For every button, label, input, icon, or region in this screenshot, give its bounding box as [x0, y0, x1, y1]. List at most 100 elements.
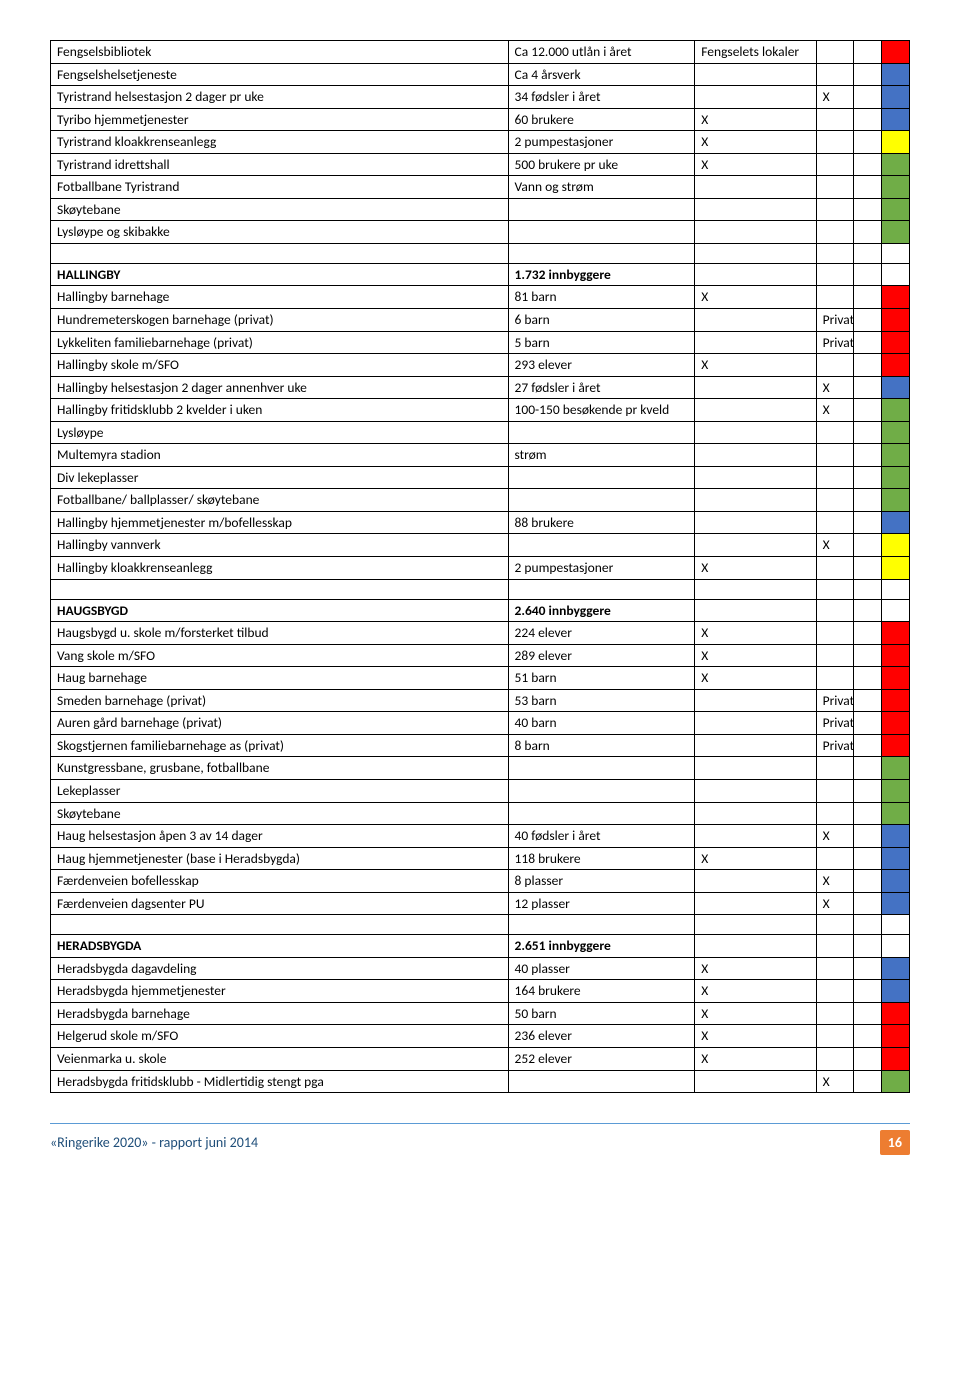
cell-name: Heradsbygda barnehage	[51, 1002, 509, 1025]
cell-name: Div lekeplasser	[51, 466, 509, 489]
cell-extra	[695, 599, 816, 622]
cell-color-1	[853, 198, 881, 221]
cell-color-1	[853, 667, 881, 690]
table-row: Tyristrand idrettshall500 brukere pr uke…	[51, 153, 910, 176]
cell-extra	[695, 825, 816, 848]
cell-color-2	[881, 870, 909, 893]
cell-extra	[695, 176, 816, 199]
cell-color-2	[881, 511, 909, 534]
cell-color-1	[853, 599, 881, 622]
cell-color-1	[853, 63, 881, 86]
cell-x	[816, 980, 853, 1003]
cell-color-2	[881, 757, 909, 780]
cell-x	[816, 221, 853, 244]
cell-value	[508, 757, 695, 780]
table-row: Multemyra stadionstrøm	[51, 444, 910, 467]
table-row: Kunstgressbane, grusbane, fotballbane	[51, 757, 910, 780]
cell-x: Privat	[816, 689, 853, 712]
cell-extra	[695, 712, 816, 735]
cell-x	[816, 153, 853, 176]
cell-x	[816, 198, 853, 221]
cell-name: Fengselsbibliotek	[51, 41, 509, 64]
cell-x: Privat	[816, 331, 853, 354]
cell-color-2	[881, 825, 909, 848]
cell-name: Haug helsestasjon åpen 3 av 14 dager	[51, 825, 509, 848]
cell-color-2	[881, 689, 909, 712]
cell-color-2	[881, 153, 909, 176]
cell-name	[51, 915, 509, 935]
cell-color-2	[881, 286, 909, 309]
cell-color-2	[881, 354, 909, 377]
cell-x: X	[816, 399, 853, 422]
cell-color-1	[853, 399, 881, 422]
cell-value: Ca 4 årsverk	[508, 63, 695, 86]
cell-value: 60 brukere	[508, 108, 695, 131]
table-row: Heradsbygda fritidsklubb - Midlertidig s…	[51, 1070, 910, 1093]
cell-color-2	[881, 1070, 909, 1093]
cell-value	[508, 489, 695, 512]
cell-color-1	[853, 511, 881, 534]
cell-x	[816, 1025, 853, 1048]
cell-color-1	[853, 892, 881, 915]
cell-x	[816, 667, 853, 690]
cell-color-2	[881, 980, 909, 1003]
cell-extra	[695, 802, 816, 825]
cell-color-2	[881, 1047, 909, 1070]
cell-name: Vang skole m/SFO	[51, 644, 509, 667]
table-row: FengselshelsetjenesteCa 4 årsverk	[51, 63, 910, 86]
cell-color-2	[881, 263, 909, 286]
table-row: Fotballbane/ ballplasser/ skøytebane	[51, 489, 910, 512]
footer-title: «Ringerike 2020» - rapport juni 2014	[50, 1134, 258, 1151]
cell-color-2	[881, 557, 909, 580]
cell-extra	[695, 421, 816, 444]
cell-value: 8 barn	[508, 734, 695, 757]
cell-color-1	[853, 644, 881, 667]
cell-name: Veienmarka u. skole	[51, 1047, 509, 1070]
cell-name: Hallingby barnehage	[51, 286, 509, 309]
cell-color-2	[881, 176, 909, 199]
cell-name: Smeden barnehage (privat)	[51, 689, 509, 712]
table-row: Hallingby skole m/SFO293 eleverX	[51, 354, 910, 377]
cell-color-2	[881, 444, 909, 467]
cell-color-1	[853, 1002, 881, 1025]
cell-value	[508, 802, 695, 825]
cell-name: Helgerud skole m/SFO	[51, 1025, 509, 1048]
cell-color-2	[881, 579, 909, 599]
cell-x: Privat	[816, 734, 853, 757]
table-row: Haug hjemmetjenester (base i Heradsbygda…	[51, 847, 910, 870]
cell-color-1	[853, 779, 881, 802]
cell-extra	[695, 779, 816, 802]
cell-extra: X	[695, 1047, 816, 1070]
cell-extra: X	[695, 354, 816, 377]
cell-name: Heradsbygda fritidsklubb - Midlertidig s…	[51, 1070, 509, 1093]
cell-color-1	[853, 757, 881, 780]
cell-value	[508, 221, 695, 244]
cell-value: 40 plasser	[508, 957, 695, 980]
table-row: Vang skole m/SFO289 eleverX	[51, 644, 910, 667]
cell-value: 6 barn	[508, 309, 695, 332]
cell-extra	[695, 689, 816, 712]
cell-extra: X	[695, 644, 816, 667]
cell-value: 293 elever	[508, 354, 695, 377]
cell-value: 34 fødsler i året	[508, 86, 695, 109]
cell-x	[816, 176, 853, 199]
table-row: Smeden barnehage (privat)53 barnPrivat	[51, 689, 910, 712]
table-row: Hundremeterskogen barnehage (privat)6 ba…	[51, 309, 910, 332]
cell-color-1	[853, 957, 881, 980]
cell-extra	[695, 376, 816, 399]
cell-extra: X	[695, 153, 816, 176]
table-row: Skøytebane	[51, 802, 910, 825]
cell-extra	[695, 915, 816, 935]
cell-value: 50 barn	[508, 1002, 695, 1025]
cell-extra: X	[695, 557, 816, 580]
table-row: Heradsbygda barnehage50 barnX	[51, 1002, 910, 1025]
cell-color-1	[853, 376, 881, 399]
cell-value: 2.651 innbyggere	[508, 935, 695, 958]
cell-x	[816, 489, 853, 512]
cell-name: Heradsbygda dagavdeling	[51, 957, 509, 980]
cell-name: HALLINGBY	[51, 263, 509, 286]
cell-color-2	[881, 221, 909, 244]
cell-color-1	[853, 847, 881, 870]
cell-name: Tyristrand kloakkrenseanlegg	[51, 131, 509, 154]
cell-color-2	[881, 734, 909, 757]
